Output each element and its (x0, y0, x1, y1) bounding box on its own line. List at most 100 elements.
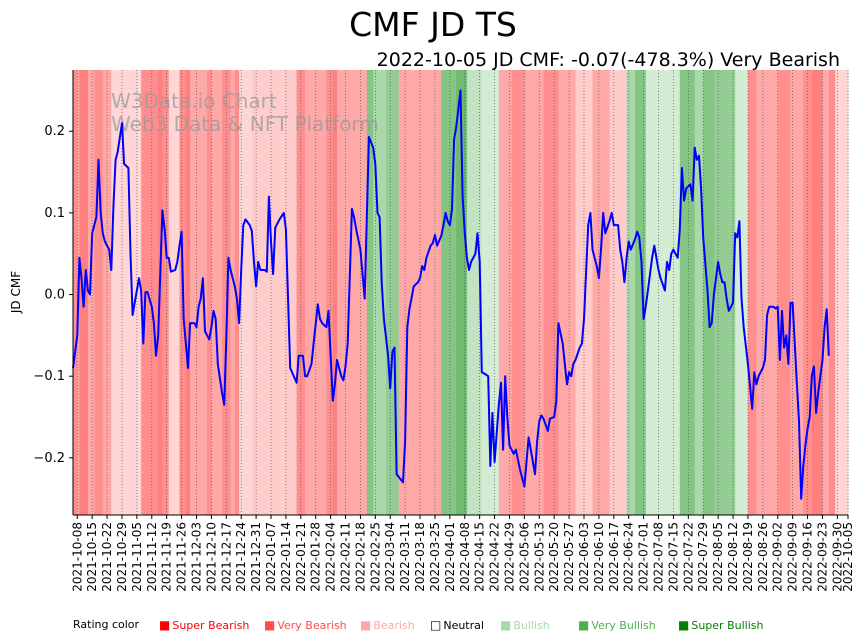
x-tick-label: 2022-07-22 (681, 522, 695, 592)
y-ticks: −0.2 −0.1 0.0 0.1 0.2 (33, 124, 73, 466)
watermark-line-1: W3Data.io Chart (111, 89, 277, 113)
x-tick-label: 2021-12-24 (234, 522, 248, 592)
rating-band (635, 70, 647, 515)
x-tick-label: 2022-04-01 (443, 522, 457, 592)
x-tick-label: 2021-10-29 (115, 522, 129, 592)
x-tick-label: 2022-05-20 (547, 522, 561, 592)
rating-band (207, 70, 212, 515)
x-tick-label: 2022-03-11 (398, 522, 412, 592)
x-tick-label: 2022-07-01 (637, 522, 651, 592)
x-tick-label: 2022-05-27 (562, 522, 576, 592)
x-tick-label: 2022-06-10 (592, 522, 606, 592)
x-tick-label: 2022-03-04 (383, 522, 397, 592)
rating-band (609, 70, 628, 515)
x-tick-label: 2022-03-25 (428, 522, 442, 592)
x-tick-label: 2021-10-15 (85, 522, 99, 592)
rating-band (332, 70, 338, 515)
x-tick-label: 2022-05-06 (517, 522, 531, 592)
rating-band (366, 70, 374, 515)
rating-band (713, 70, 736, 515)
x-tick-label: 2021-11-05 (130, 522, 144, 592)
y-tick-label: −0.1 (33, 369, 65, 384)
x-tick-label: 2021-11-12 (145, 522, 159, 592)
x-tick-label: 2022-07-15 (666, 522, 680, 592)
watermark: W3Data.io Chart Web3 Data & NFT Platform (111, 89, 379, 136)
legend-text: Super Bullish (691, 619, 764, 632)
rating-band (230, 70, 236, 515)
x-tick-label: 2021-11-26 (175, 522, 189, 592)
rating-band (777, 70, 792, 515)
rating-band (747, 70, 757, 515)
chart-subtitle: 2022-10-05 JD CMF: -0.07(-478.3%) Very B… (377, 49, 840, 71)
cmf-series-line (72, 89, 830, 500)
rating-band (511, 70, 525, 515)
x-tick-label: 2022-07-29 (696, 522, 710, 592)
rating-band (822, 70, 830, 515)
x-tick-label: 2022-08-26 (756, 522, 770, 592)
x-tick-label: 2022-09-02 (771, 522, 785, 592)
rating-band (190, 70, 208, 515)
x-tick-label: 2022-04-29 (502, 522, 516, 592)
rating-band (162, 70, 170, 515)
x-tick-label: 2022-04-15 (473, 522, 487, 592)
rating-band (645, 70, 681, 515)
x-tick-label: 2022-08-05 (711, 522, 725, 592)
rating-band (466, 70, 483, 515)
legend-text: Super Bearish (172, 619, 250, 632)
legend-text: Bullish (513, 619, 550, 632)
rating-band (251, 70, 298, 515)
x-tick-label: 2022-04-22 (488, 522, 502, 592)
rating-band (94, 70, 104, 515)
rating-band (790, 70, 804, 515)
y-tick-label: 0.0 (44, 288, 65, 303)
x-tick-label: 2022-07-08 (652, 522, 666, 592)
rating-band (141, 70, 159, 515)
x-tick-label: 2022-09-09 (786, 522, 800, 592)
rating-band (592, 70, 611, 515)
x-tick-label: 2022-02-18 (353, 522, 367, 592)
rating-band (326, 70, 334, 515)
rating-band (168, 70, 180, 515)
x-tick-label: 2022-08-19 (741, 522, 755, 592)
y-tick-label: 0.1 (44, 206, 65, 221)
legend-item-super-bearish: ■ Super Bearish (159, 618, 249, 632)
rating-band (543, 70, 559, 515)
rating-band (211, 70, 223, 515)
rating-band (73, 70, 78, 515)
legend-item-bearish: ■ Bearish (360, 618, 415, 632)
legend-swatch: ■ (159, 618, 171, 632)
legend-text: Very Bearish (277, 619, 347, 632)
rating-band (828, 70, 836, 515)
legend-swatch: ■ (264, 618, 276, 632)
rating-band (481, 70, 500, 515)
rating-band (756, 70, 764, 515)
rating-band (234, 70, 240, 515)
legend-item-super-bullish: ■ Super Bullish (678, 618, 763, 632)
x-tick-label: 2022-02-04 (324, 522, 338, 592)
rating-band (762, 70, 779, 515)
x-tick-label: 2022-10-05 (841, 522, 855, 592)
x-tick-label: 2022-06-03 (577, 522, 591, 592)
watermark-line-2: Web3 Data & NFT Platform (111, 112, 379, 136)
x-tick-label: 2022-02-11 (339, 522, 353, 592)
x-tick-label: 2021-10-08 (70, 522, 84, 592)
rating-band (703, 70, 715, 515)
legend-swatch: □ (430, 618, 442, 632)
x-tick-label: 2022-02-25 (368, 522, 382, 592)
rating-band (185, 70, 191, 515)
x-tick-label: 2022-09-23 (815, 522, 829, 592)
axes (72, 70, 848, 516)
rating-band (694, 70, 704, 515)
rating-band (239, 70, 253, 515)
rating-band (385, 70, 400, 515)
x-tick-label: 2021-12-10 (204, 522, 218, 592)
rating-band (811, 70, 823, 515)
legend-item-very-bullish: ■ Very Bullish (578, 618, 656, 632)
x-tick-label: 2021-10-22 (100, 522, 114, 592)
x-tick-label: 2022-04-08 (458, 522, 472, 592)
x-tick-label: 2022-08-12 (726, 522, 740, 592)
x-tick-label: 2021-12-31 (249, 522, 263, 592)
legend-swatch: ■ (360, 618, 372, 632)
legend-swatch: ■ (500, 618, 512, 632)
x-tick-label: 2022-01-14 (279, 522, 293, 592)
